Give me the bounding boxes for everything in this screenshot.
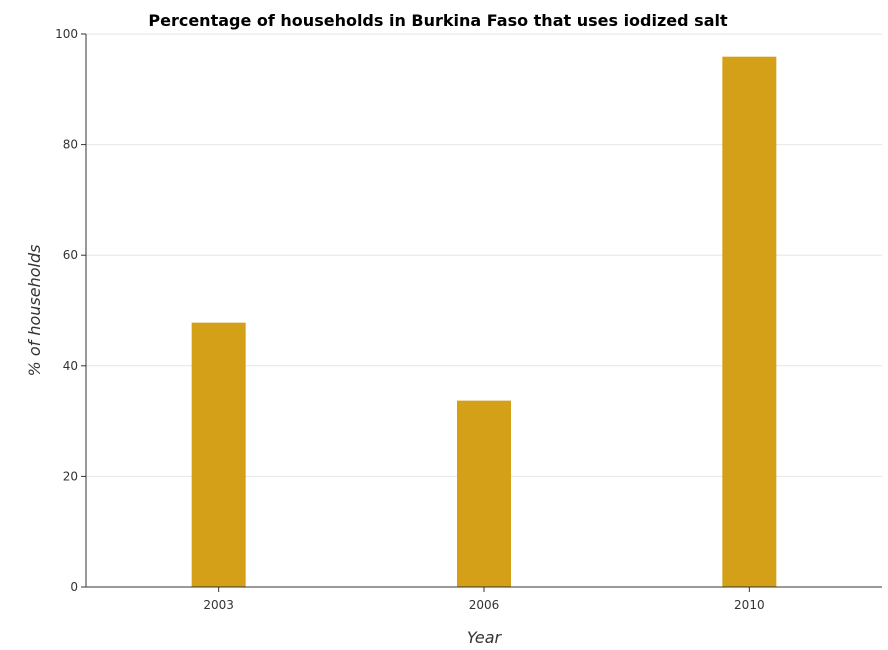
chart-title: Percentage of households in Burkina Faso… <box>148 11 728 30</box>
y-tick-label: 0 <box>70 580 78 594</box>
y-tick-label: 20 <box>63 469 78 483</box>
bar-2003 <box>192 323 246 587</box>
y-tick-label: 40 <box>63 359 78 373</box>
y-axis-label: % of households <box>25 245 44 377</box>
x-axis-label: Year <box>467 628 503 647</box>
x-tick-label: 2003 <box>203 598 234 612</box>
y-tick-label: 60 <box>63 248 78 262</box>
y-tick-label: 80 <box>63 138 78 152</box>
bars <box>192 57 777 587</box>
x-tick-label: 2010 <box>734 598 765 612</box>
x-tick-label: 2006 <box>469 598 500 612</box>
x-axis-ticks: 2003 2006 2010 <box>203 587 764 612</box>
y-tick-label: 100 <box>55 27 78 41</box>
y-axis-ticks: 0 20 40 60 80 100 <box>55 27 86 594</box>
bar-2006 <box>457 401 511 587</box>
bar-2010 <box>722 57 776 587</box>
